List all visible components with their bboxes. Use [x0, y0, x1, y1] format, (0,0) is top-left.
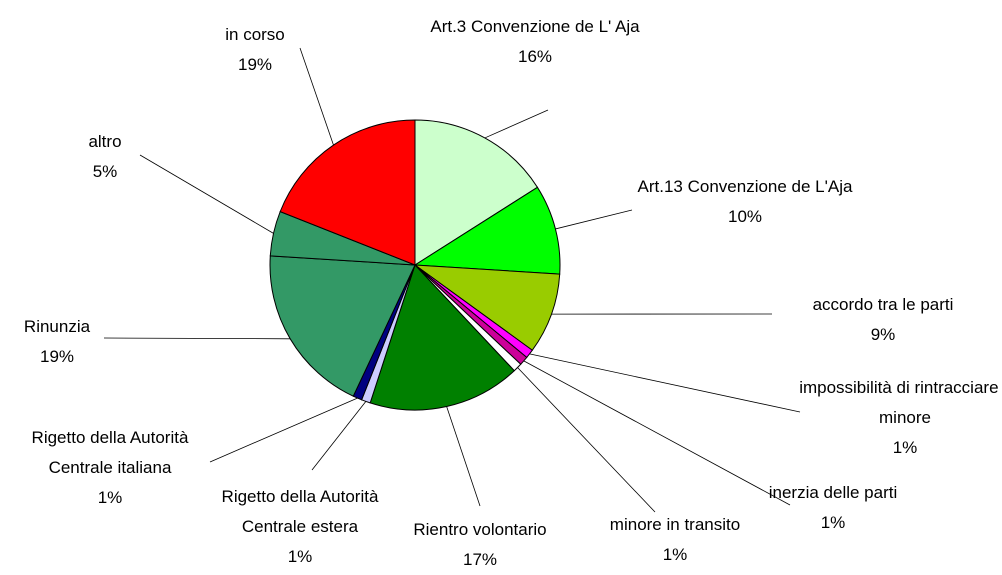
category-label: Rigetto della Autorità Centrale estera: [200, 482, 400, 542]
value-label: 19%: [2, 342, 112, 372]
category-label: Rigetto della Autorità Centrale italiana: [0, 423, 220, 483]
value-label: 10%: [625, 202, 865, 232]
leader-line: [524, 361, 790, 505]
leader-line: [140, 155, 273, 233]
value-label: 9%: [783, 320, 983, 350]
value-label: 19%: [205, 50, 305, 80]
category-label: impossibilità di rintracciare il minore: [795, 373, 1002, 433]
category-label: inerzia delle parti: [763, 478, 903, 508]
leader-line: [104, 338, 290, 339]
category-label: Art.13 Convenzione de L'Aja: [625, 172, 865, 202]
value-label: 1%: [0, 483, 220, 513]
category-label: Rientro volontario: [390, 515, 570, 545]
category-label: Rinunzia: [2, 312, 112, 342]
category-label: Art.3 Convenzione de L' Aja: [415, 12, 655, 42]
value-label: 1%: [200, 542, 400, 572]
leader-line: [518, 368, 655, 512]
leader-line: [312, 401, 366, 470]
category-label: minore in transito: [585, 510, 765, 540]
leader-line: [300, 48, 333, 145]
data-label: Rigetto della Autorità Centrale italiana…: [0, 423, 220, 513]
value-label: 1%: [795, 433, 1002, 463]
value-label: 5%: [65, 157, 145, 187]
leader-line: [555, 210, 632, 229]
leader-line: [447, 407, 480, 506]
category-label: altro: [65, 127, 145, 157]
value-label: 17%: [390, 545, 570, 575]
value-label: 1%: [763, 508, 903, 538]
leader-line: [210, 398, 357, 462]
value-label: 16%: [415, 42, 655, 72]
category-label: in corso: [205, 20, 305, 50]
category-label: accordo tra le parti: [783, 290, 983, 320]
value-label: 1%: [585, 540, 765, 570]
leader-line: [485, 110, 548, 138]
leader-line: [530, 354, 800, 412]
